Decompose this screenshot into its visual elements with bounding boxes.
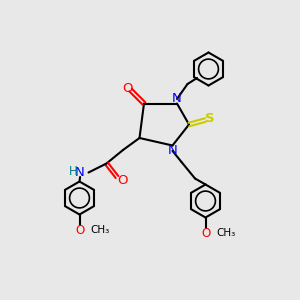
Text: O: O (122, 82, 133, 95)
Text: O: O (75, 224, 84, 237)
Text: S: S (205, 112, 215, 125)
Text: CH₃: CH₃ (90, 225, 109, 236)
Text: N: N (75, 166, 85, 179)
Text: N: N (168, 144, 177, 158)
Text: O: O (201, 227, 210, 240)
Text: O: O (117, 173, 128, 187)
Text: H: H (69, 164, 78, 178)
Text: CH₃: CH₃ (216, 228, 235, 239)
Text: N: N (172, 92, 182, 106)
